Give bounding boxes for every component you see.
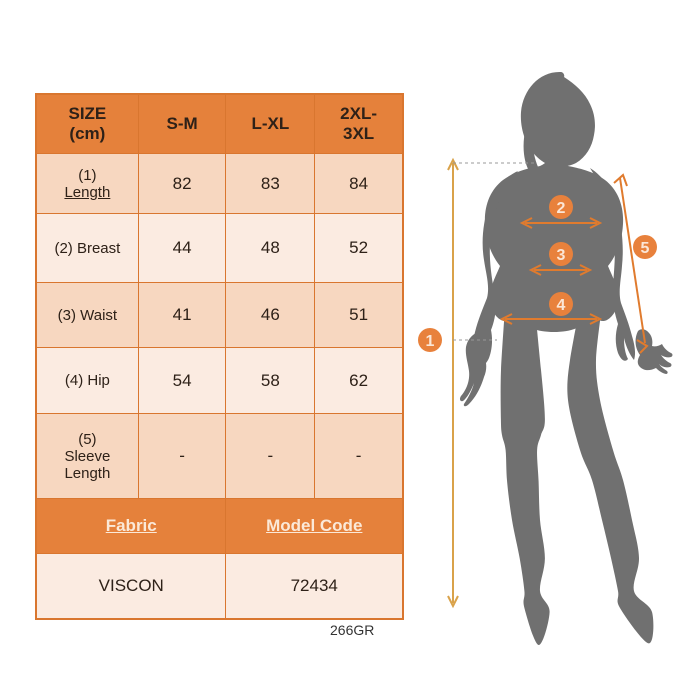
svg-text:2: 2 — [557, 200, 566, 217]
svg-text:1: 1 — [426, 333, 435, 350]
svg-text:4: 4 — [557, 297, 566, 314]
svg-text:5: 5 — [641, 240, 650, 257]
svg-text:3: 3 — [557, 247, 566, 264]
